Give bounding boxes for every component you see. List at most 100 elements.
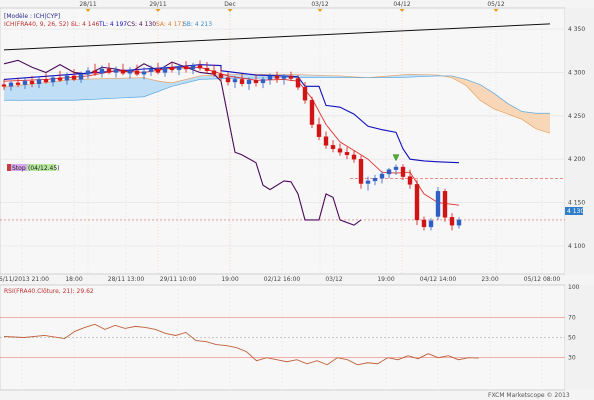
time-tick-label: 19:00 (377, 276, 394, 283)
candle-body (29, 80, 35, 84)
kumo-cloud-segment (298, 74, 305, 78)
candle-body (274, 75, 280, 79)
long-trend-line (3, 23, 551, 51)
candle-body (155, 68, 161, 73)
candle-body (204, 67, 210, 71)
candle-body (183, 66, 189, 70)
time-tick-label: 28/11 13:00 (108, 276, 145, 283)
kijun-sen-line (3, 64, 460, 164)
candle-body (50, 77, 56, 83)
date-marker-icon (227, 9, 233, 12)
kumo-cloud-segment (25, 84, 32, 101)
senkou-span-b-line (4, 75, 550, 114)
candle-body (442, 191, 448, 218)
stop-label: Stop (12, 165, 26, 172)
senkou-span-a-line (3, 73, 551, 134)
candle-body (106, 68, 112, 73)
kumo-cloud-segment (137, 77, 144, 98)
candle-body (71, 75, 77, 80)
candle-body (225, 77, 231, 83)
stop-marker[interactable]: Stop (04/12.45) (7, 164, 60, 172)
stop-flag-icon (7, 164, 11, 171)
candle-body (169, 67, 175, 71)
candle-body (372, 178, 378, 182)
top-date-label: 29/11 (149, 1, 166, 8)
candle-body (148, 68, 154, 72)
top-date-label: 28/11 (79, 1, 96, 8)
kumo-cloud-segment (67, 79, 74, 101)
kumo-cloud-segment (305, 74, 312, 78)
kumo-cloud-segment (326, 75, 333, 78)
candle-body (15, 82, 21, 85)
buy-signal-arrow-icon (392, 154, 400, 162)
rsi-tick-label: 100 (568, 284, 580, 291)
candle-body (323, 136, 329, 146)
candle-body (239, 79, 245, 84)
candle-body (162, 67, 168, 73)
candle-body (260, 79, 266, 84)
kumo-cloud-segment (165, 82, 172, 89)
price-tick-label: 4 100 (568, 243, 585, 250)
current-price-label: 4 130 (567, 208, 584, 215)
rsi-label: RSI(FRA40.Clôture, 21): 29.62 (4, 288, 94, 295)
time-tick-label: 23:00 (481, 276, 498, 283)
rsi-tick-label: 70 (568, 314, 576, 321)
kumo-cloud-segment (11, 85, 18, 101)
candle-body (99, 68, 105, 74)
price-tick-label: 4 300 (568, 69, 585, 76)
time-tick-label: 02/12 16:00 (264, 276, 301, 283)
rsi-axis-area (565, 285, 594, 390)
candle-body (113, 69, 119, 73)
candle-body (64, 75, 70, 81)
candle-body (85, 70, 91, 75)
tl-value: TL: 4 197 (98, 21, 127, 28)
kumo-cloud-segment (494, 93, 501, 112)
sl-value: SL: 4 146 (71, 21, 99, 28)
price-tick-label: 4 150 (568, 200, 585, 207)
candle-body (197, 65, 203, 69)
candle-body (309, 100, 315, 125)
kumo-cloud-segment (95, 78, 102, 100)
time-tick-label: 04/12 14:00 (420, 276, 457, 283)
model-label: [Modèle : ICH|CYP] (4, 13, 60, 20)
candle-body (267, 75, 273, 80)
kumo-cloud-segment (529, 112, 536, 129)
candle-body (127, 70, 133, 74)
kumo-cloud-segment (410, 74, 417, 78)
price-panel (0, 7, 566, 275)
candle-body (43, 79, 49, 83)
candle-body (141, 71, 147, 75)
kumo-cloud-segment (480, 84, 487, 105)
date-marker-icon (317, 9, 323, 12)
top-date-label: Dec (224, 1, 236, 8)
candle-body (1, 84, 7, 87)
kumo-cloud-segment (473, 82, 480, 101)
date-marker-icon (155, 9, 161, 12)
candle-body (57, 77, 63, 81)
cs-value: CS: 4 130 (127, 21, 156, 28)
candle-body (302, 87, 308, 101)
candle-body (456, 219, 462, 226)
candle-body (92, 70, 98, 74)
time-tick-label: 03/12 (325, 276, 342, 283)
chikou-span-line (3, 59, 362, 226)
candle-body (379, 173, 385, 179)
kumo-cloud-segment (186, 77, 193, 83)
kumo-cloud-segment (60, 80, 67, 101)
candle-body (449, 217, 455, 226)
rsi-panel (0, 284, 566, 391)
candle-body (281, 75, 287, 79)
candle-body (211, 70, 217, 75)
kumo-cloud-segment (312, 75, 319, 78)
kumo-cloud-segment (130, 77, 137, 98)
kumo-cloud-segment (543, 113, 550, 134)
candle-body (36, 79, 42, 84)
kumo-cloud-segment (417, 74, 424, 77)
time-tick-label: 26/11/2013 21:00 (0, 276, 49, 283)
kumo-cloud-segment (466, 79, 473, 93)
kumo-cloud-segment (116, 78, 123, 99)
kumo-cloud-segment (144, 77, 151, 97)
time-tick-label: 19:00 (221, 276, 238, 283)
kumo-cloud-segment (515, 107, 522, 120)
